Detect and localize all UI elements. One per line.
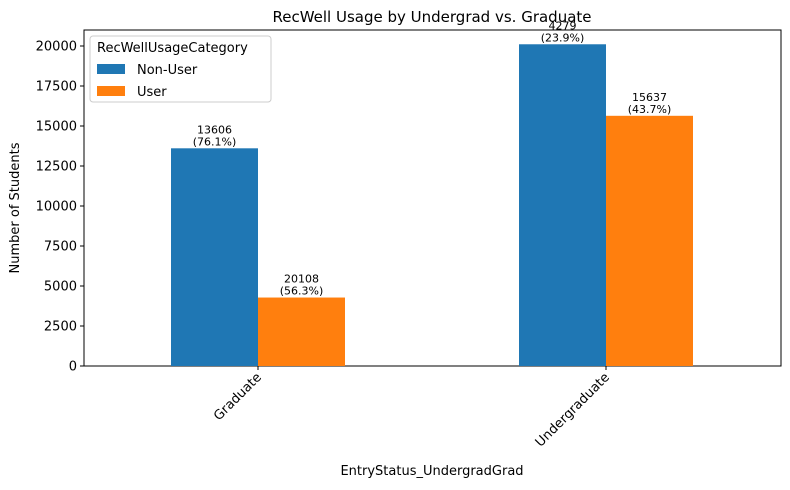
x-tick-label: Graduate [211, 370, 265, 424]
bar-labels: 13606(76.1%) 4279(23.9%) 20108(56.3%) 15637… [193, 19, 672, 297]
legend-title: RecWellUsageCategory [97, 41, 248, 56]
bar-non-user [519, 44, 606, 366]
y-tick-label: 7500 [44, 240, 77, 255]
bar-value-label: 20108 [284, 273, 319, 286]
bar-value-label: 13606 [197, 123, 232, 136]
bar-percent-label: (56.3%) [280, 285, 324, 298]
y-tick-label: 15000 [36, 120, 77, 135]
legend-item-label: Non-User [137, 63, 198, 78]
x-tick-label: Undergraduate [533, 370, 613, 450]
bar-user [606, 115, 693, 366]
bar-value-label: 15637 [632, 91, 667, 104]
plot-frame [83, 29, 782, 367]
bar-percent-label: (76.1%) [193, 135, 237, 148]
x-axis: Graduate Undergraduate [211, 366, 613, 450]
y-tick-label: 12500 [36, 160, 77, 175]
y-tick-label: 20000 [36, 40, 77, 55]
x-axis-title: EntryStatus_UndergradGrad [340, 464, 523, 479]
bars [171, 44, 693, 366]
plot-area [83, 29, 782, 367]
y-axis: 0 2500 5000 7500 10000 12500 15000 17500 20000 [36, 40, 84, 375]
bar-value-label: 4279 [549, 19, 577, 32]
y-tick-label: 10000 [36, 200, 77, 215]
legend-swatch [97, 86, 125, 96]
legend: RecWellUsageCategory Non-User User [89, 35, 272, 103]
bar-percent-label: (43.7%) [628, 103, 672, 116]
legend-frame [89, 35, 272, 103]
bar-non-user [171, 148, 258, 366]
y-tick-label: 0 [69, 360, 77, 375]
y-tick-label: 17500 [36, 80, 77, 95]
legend-item-label: User [137, 85, 167, 100]
y-tick-label: 5000 [44, 280, 77, 295]
bar-percent-label: (23.9%) [541, 31, 585, 44]
bar-user [258, 297, 345, 366]
legend-swatch [97, 64, 125, 74]
chart-title: RecWell Usage by Undergrad vs. Graduate [272, 8, 591, 26]
y-tick-label: 2500 [44, 320, 77, 335]
y-axis-title: Number of Students [8, 142, 23, 273]
